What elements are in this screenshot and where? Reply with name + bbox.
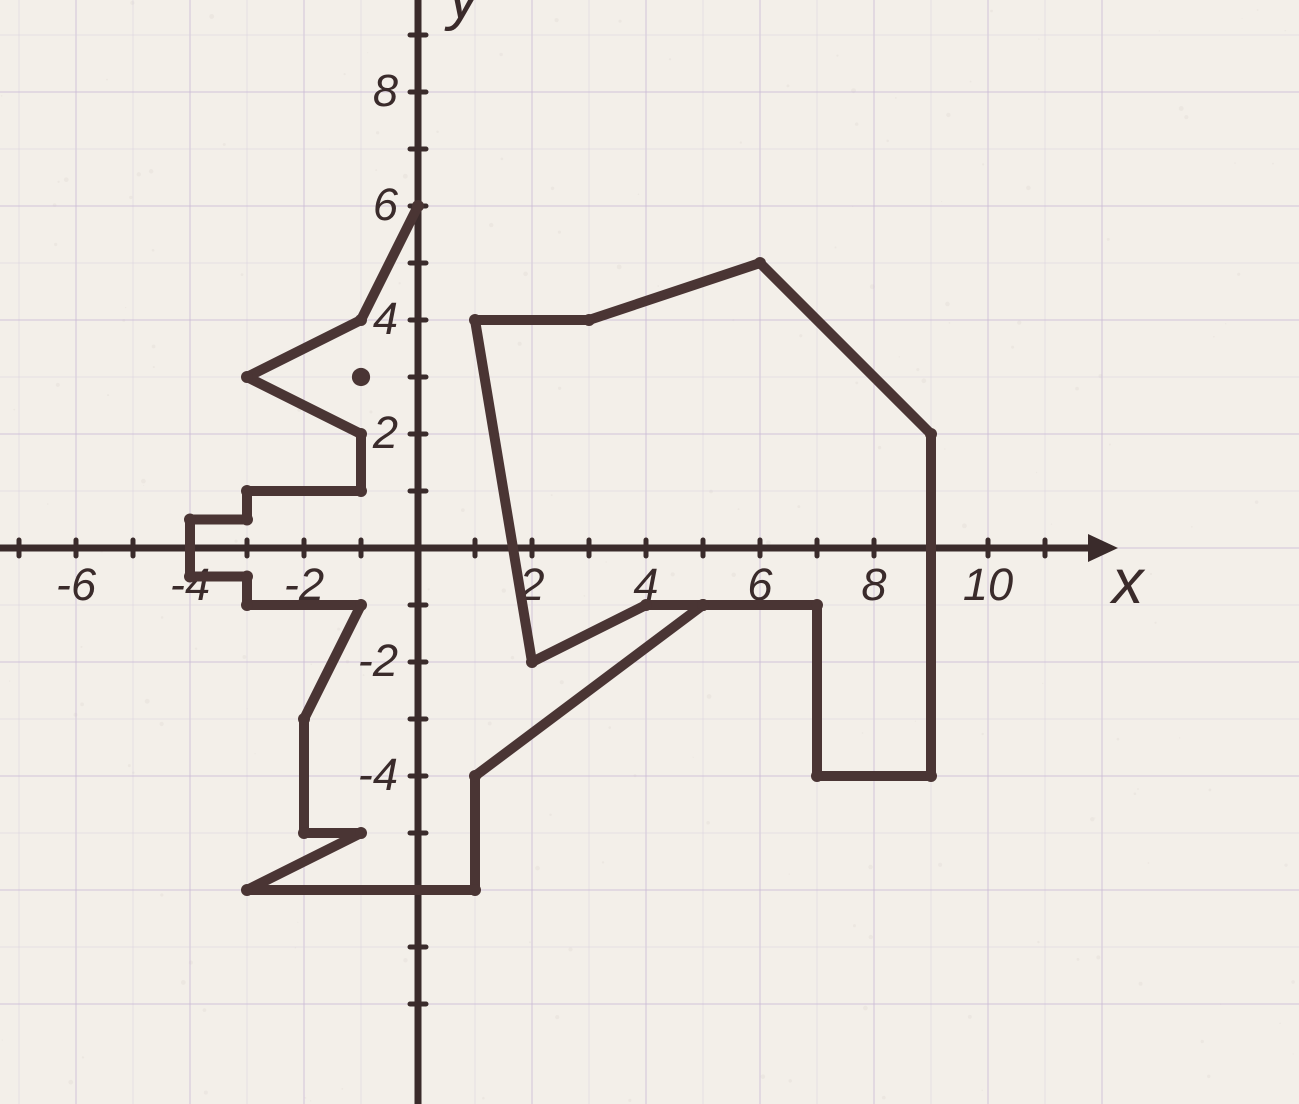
- vertex-dot: [184, 571, 196, 583]
- vertex-dot: [412, 200, 424, 212]
- chart-canvas: xy-8-6-4-2246810-4-22468: [0, 0, 1299, 1104]
- y-tick-label: 2: [372, 407, 398, 458]
- vertex-dot: [925, 428, 937, 440]
- vertex-dot: [925, 770, 937, 782]
- y-tick-label: -4: [358, 749, 398, 800]
- vertex-dot: [469, 770, 481, 782]
- vertex-dot: [469, 884, 481, 896]
- x-tick-label: -6: [56, 559, 97, 610]
- vertex-dot: [241, 571, 253, 583]
- vertex-dot: [241, 514, 253, 526]
- vertex-dot: [298, 713, 310, 725]
- vertex-dot: [355, 485, 367, 497]
- vertex-dot: [526, 656, 538, 668]
- vertex-dot: [241, 485, 253, 497]
- vertex-dot: [754, 257, 766, 269]
- vertex-dot: [697, 599, 709, 611]
- vertex-dot: [241, 371, 253, 383]
- vertex-dot: [355, 314, 367, 326]
- vertex-dot: [241, 599, 253, 611]
- vertex-dot: [811, 599, 823, 611]
- vertex-dot: [184, 514, 196, 526]
- vertex-dot: [298, 827, 310, 839]
- x-axis-label: x: [1109, 547, 1146, 617]
- y-axis-label: y: [444, 0, 483, 32]
- vertex-dot: [640, 599, 652, 611]
- vertex-dot: [583, 314, 595, 326]
- y-tick-label: 4: [373, 293, 398, 344]
- vertex-dot: [469, 314, 481, 326]
- eye-dot: [352, 368, 370, 386]
- y-tick-label: 6: [373, 179, 399, 230]
- y-tick-label: 8: [373, 65, 398, 116]
- x-tick-label: 8: [861, 559, 886, 610]
- y-tick-label: -2: [358, 635, 398, 686]
- coordinate-plot: xy-8-6-4-2246810-4-22468: [0, 0, 1299, 1104]
- vertex-dot: [355, 428, 367, 440]
- vertex-dot: [355, 827, 367, 839]
- vertex-dot: [355, 599, 367, 611]
- vertex-dot: [241, 884, 253, 896]
- x-tick-label: 10: [963, 559, 1013, 610]
- vertex-dot: [811, 770, 823, 782]
